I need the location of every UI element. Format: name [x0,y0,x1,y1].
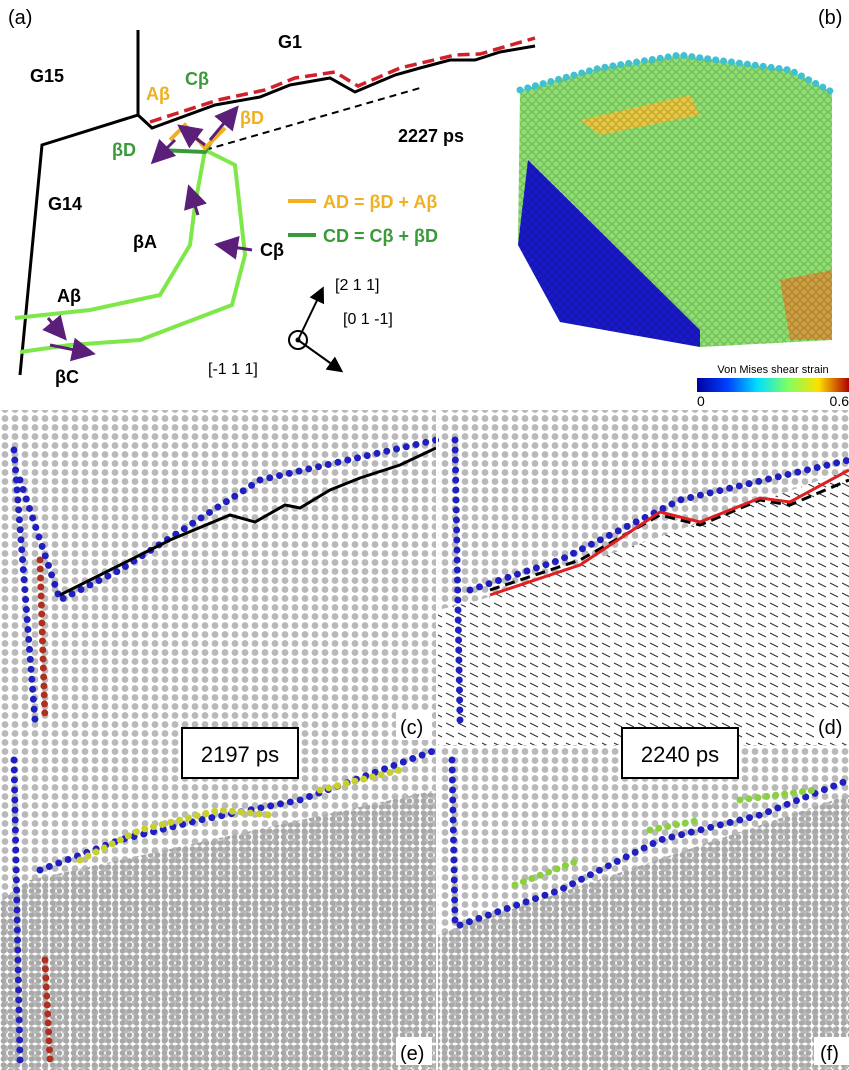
panel-e: 2197 ps (e) [0,728,436,1070]
panel-c: (c) [0,410,436,745]
atom-overlay [518,55,832,347]
time-label: 2227 ps [398,126,464,146]
grain-label: G15 [30,66,64,86]
panel-a: (a) G15 G1 G14 Aβ Cβ βD βD 2227 ps AD = … [8,7,535,387]
axis-arrow [298,290,322,340]
legend-entry: AD = βD + Aβ [323,192,437,212]
colorbar-title: Von Mises shear strain [717,364,828,376]
burgers-label: βD [112,140,136,160]
burgers-label: Cβ [185,69,209,89]
direction-label: [0 1 -1] [343,311,393,328]
panel-d: (d) [438,410,849,745]
panel-b: (b) Von Mises shear strain 0 0.6 [518,7,849,409]
time-label: 2240 ps [641,742,719,767]
loop-label: Aβ [57,286,81,306]
arrow [182,128,205,145]
direction-label: [2 1 1] [335,277,379,294]
arrow [210,110,235,140]
burgers-label: βD [240,108,264,128]
arrow [220,245,252,250]
panel-f: 2240 ps (f) [438,728,849,1070]
direction-label: [-1 1 1] [208,361,258,378]
dislocation-loop [15,150,205,318]
loop-label: βA [133,232,157,252]
grain-label: G1 [278,32,302,52]
colorbar-min: 0 [697,393,705,409]
panel-label: (a) [8,7,32,29]
panel-label: (d) [818,717,842,739]
ad-segment [170,125,225,148]
panel-label: (f) [820,1043,839,1065]
axis-arrow [298,340,340,370]
loop-label: Cβ [260,240,284,260]
time-label: 2197 ps [201,742,279,767]
panel-label: (e) [400,1043,424,1065]
grain-label: G14 [48,194,82,214]
colorbar-max: 0.6 [830,393,849,409]
burgers-label: Aβ [146,84,170,104]
legend-entry: CD = Cβ + βD [323,226,438,246]
panel-label: (c) [400,717,423,739]
colorbar [697,378,849,392]
arrow [48,318,63,336]
panel-label: (b) [818,7,842,29]
atom-field [0,410,436,745]
figure: (a) G15 G1 G14 Aβ Cβ βD βD 2227 ps AD = … [0,0,849,1070]
loop-label: βC [55,367,79,387]
